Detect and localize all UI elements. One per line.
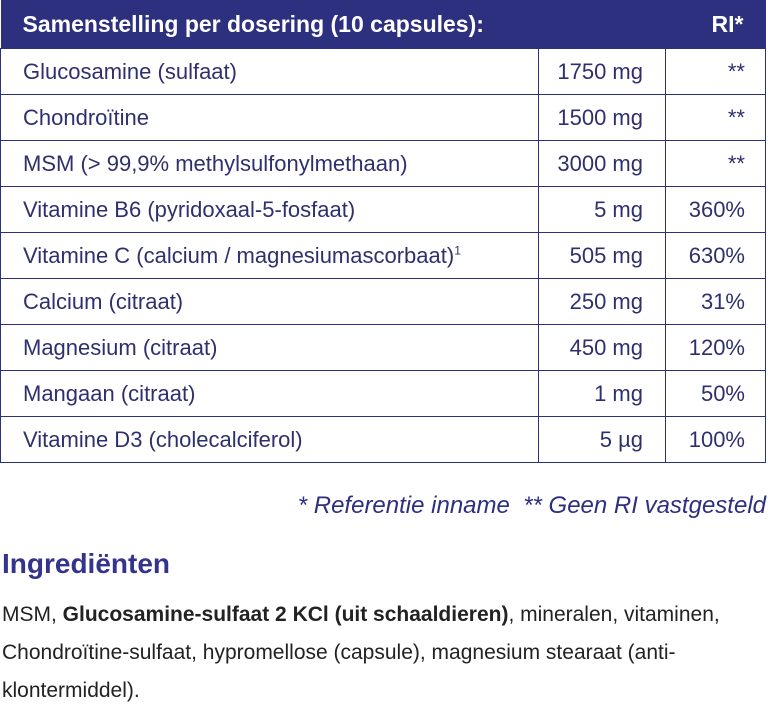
amount: 5 µg <box>538 416 666 463</box>
composition-table: Samenstelling per dosering (10 capsules)… <box>0 0 766 463</box>
ri-value: 100% <box>665 416 766 463</box>
table-row: Glucosamine (sulfaat) 1750 mg ** <box>0 48 766 95</box>
nutrient-label: MSM (> 99,9% methylsulfonylmethaan) <box>23 150 408 176</box>
table-row: Magnesium (citraat) 450 mg 120% <box>0 324 766 371</box>
ri-value: ** <box>665 140 766 187</box>
nutrient-name: MSM (> 99,9% methylsulfonylmethaan) <box>0 140 539 187</box>
ri-value: 50% <box>665 370 766 417</box>
ingredients-text: MSM, Glucosamine-sulfaat 2 KCl (uit scha… <box>2 596 752 710</box>
nutrient-name: Glucosamine (sulfaat) <box>0 48 539 95</box>
header-cell: RI* <box>665 0 766 49</box>
ri-value: ** <box>665 48 766 95</box>
nutrient-label: Vitamine D3 (cholecalciferol) <box>23 426 303 452</box>
ingredient-text: , mineralen, vitaminen, Chondroïtine-sul… <box>2 603 720 702</box>
amount: 250 mg <box>538 278 666 325</box>
table-body: Glucosamine (sulfaat) 1750 mg ** Chondroïti… <box>0 48 766 463</box>
nutrient-label: Magnesium (citraat) <box>23 334 218 360</box>
ri-value: 120% <box>665 324 766 371</box>
nutrient-label: Mangaan (citraat) <box>23 380 196 406</box>
ingredient-text: Glucosamine-sulfaat 2 KCl (uit schaaldie… <box>62 603 509 626</box>
nutrient-label: Vitamine B6 (pyridoxaal-5-fosfaat) <box>23 196 356 222</box>
nutrient-label: Chondroïtine <box>23 104 149 130</box>
table-row: Vitamine B6 (pyridoxaal-5-fosfaat) 5 mg 36… <box>0 186 766 233</box>
amount: 505 mg <box>538 232 666 279</box>
ingredient-text: MSM, <box>2 603 63 626</box>
nutrient-name: Vitamine C (calcium / magnesiumascorbaat… <box>0 232 539 279</box>
footnote-ref: 1 <box>454 243 461 258</box>
nutrient-label: Glucosamine (sulfaat) <box>23 58 237 84</box>
footnote: * Referentie inname ** Geen RI vastgeste… <box>297 492 766 519</box>
nutrient-name: Vitamine D3 (cholecalciferol) <box>0 416 539 463</box>
amount: 5 mg <box>538 186 666 233</box>
table-row: Vitamine D3 (cholecalciferol) 5 µg 100% <box>0 416 766 463</box>
table-row: MSM (> 99,9% methylsulfonylmethaan) 3000 … <box>0 140 766 187</box>
nutrient-name: Chondroïtine <box>0 94 539 141</box>
ri-value: 31% <box>665 278 766 325</box>
amount: 3000 mg <box>538 140 666 187</box>
nutrient-label: Calcium (citraat) <box>23 288 184 314</box>
nutrient-label: Vitamine C (calcium / magnesiumascorbaat… <box>23 242 455 268</box>
amount: 1500 mg <box>538 94 666 141</box>
table-row: Vitamine C (calcium / magnesiumascorbaat… <box>0 232 766 279</box>
header-row: Samenstelling per dosering (10 capsules)… <box>0 0 766 49</box>
amount: 1750 mg <box>538 48 666 95</box>
nutrient-name: Magnesium (citraat) <box>0 324 539 371</box>
amount: 450 mg <box>538 324 666 371</box>
header-cell: Samenstelling per dosering (10 capsules)… <box>0 0 666 49</box>
amount: 1 mg <box>538 370 666 417</box>
table-row: Chondroïtine 1500 mg ** <box>0 94 766 141</box>
nutrient-name: Mangaan (citraat) <box>0 370 539 417</box>
ri-value: ** <box>665 94 766 141</box>
ri-value: 630% <box>665 232 766 279</box>
ingredients-title: Ingrediënten <box>2 548 171 579</box>
ri-value: 360% <box>665 186 766 233</box>
nutrient-name: Vitamine B6 (pyridoxaal-5-fosfaat) <box>0 186 539 233</box>
table-row: Mangaan (citraat) 1 mg 50% <box>0 370 766 417</box>
table-row: Calcium (citraat) 250 mg 31% <box>0 278 766 325</box>
nutrient-name: Calcium (citraat) <box>0 278 539 325</box>
